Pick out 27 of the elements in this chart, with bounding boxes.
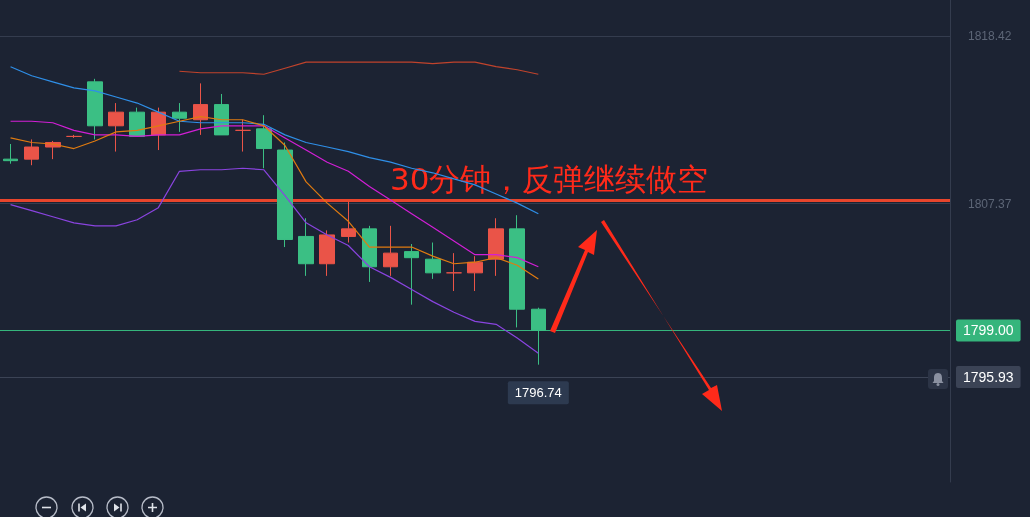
ref-line-label: 1799.00 xyxy=(963,322,1014,339)
candlestick xyxy=(256,114,272,169)
annotation: 1796.74 xyxy=(514,385,562,401)
candlestick xyxy=(446,252,462,292)
candlestick xyxy=(404,243,419,306)
candlestick xyxy=(319,229,335,277)
candlestick xyxy=(341,201,356,244)
candlestick xyxy=(193,82,208,136)
candlestick xyxy=(3,143,18,165)
candlestick xyxy=(172,102,187,133)
candlestick xyxy=(108,102,124,153)
y-tick-label: 1807.37 xyxy=(968,196,1012,211)
ref-line-label: 1795.93 xyxy=(963,368,1014,385)
candlestick xyxy=(235,119,251,153)
candlestick xyxy=(24,138,39,166)
line-series xyxy=(178,61,539,75)
candlestick xyxy=(467,255,483,292)
candlestick xyxy=(488,217,504,277)
candlestick xyxy=(425,242,441,280)
candlestick xyxy=(362,225,377,283)
candlestick xyxy=(298,217,314,277)
candlestick xyxy=(87,78,103,140)
y-tick-label: 1818.42 xyxy=(968,29,1012,44)
candlestick xyxy=(66,134,82,139)
candlestick xyxy=(509,214,525,328)
candlestick xyxy=(277,141,293,248)
candlestick xyxy=(383,225,398,277)
